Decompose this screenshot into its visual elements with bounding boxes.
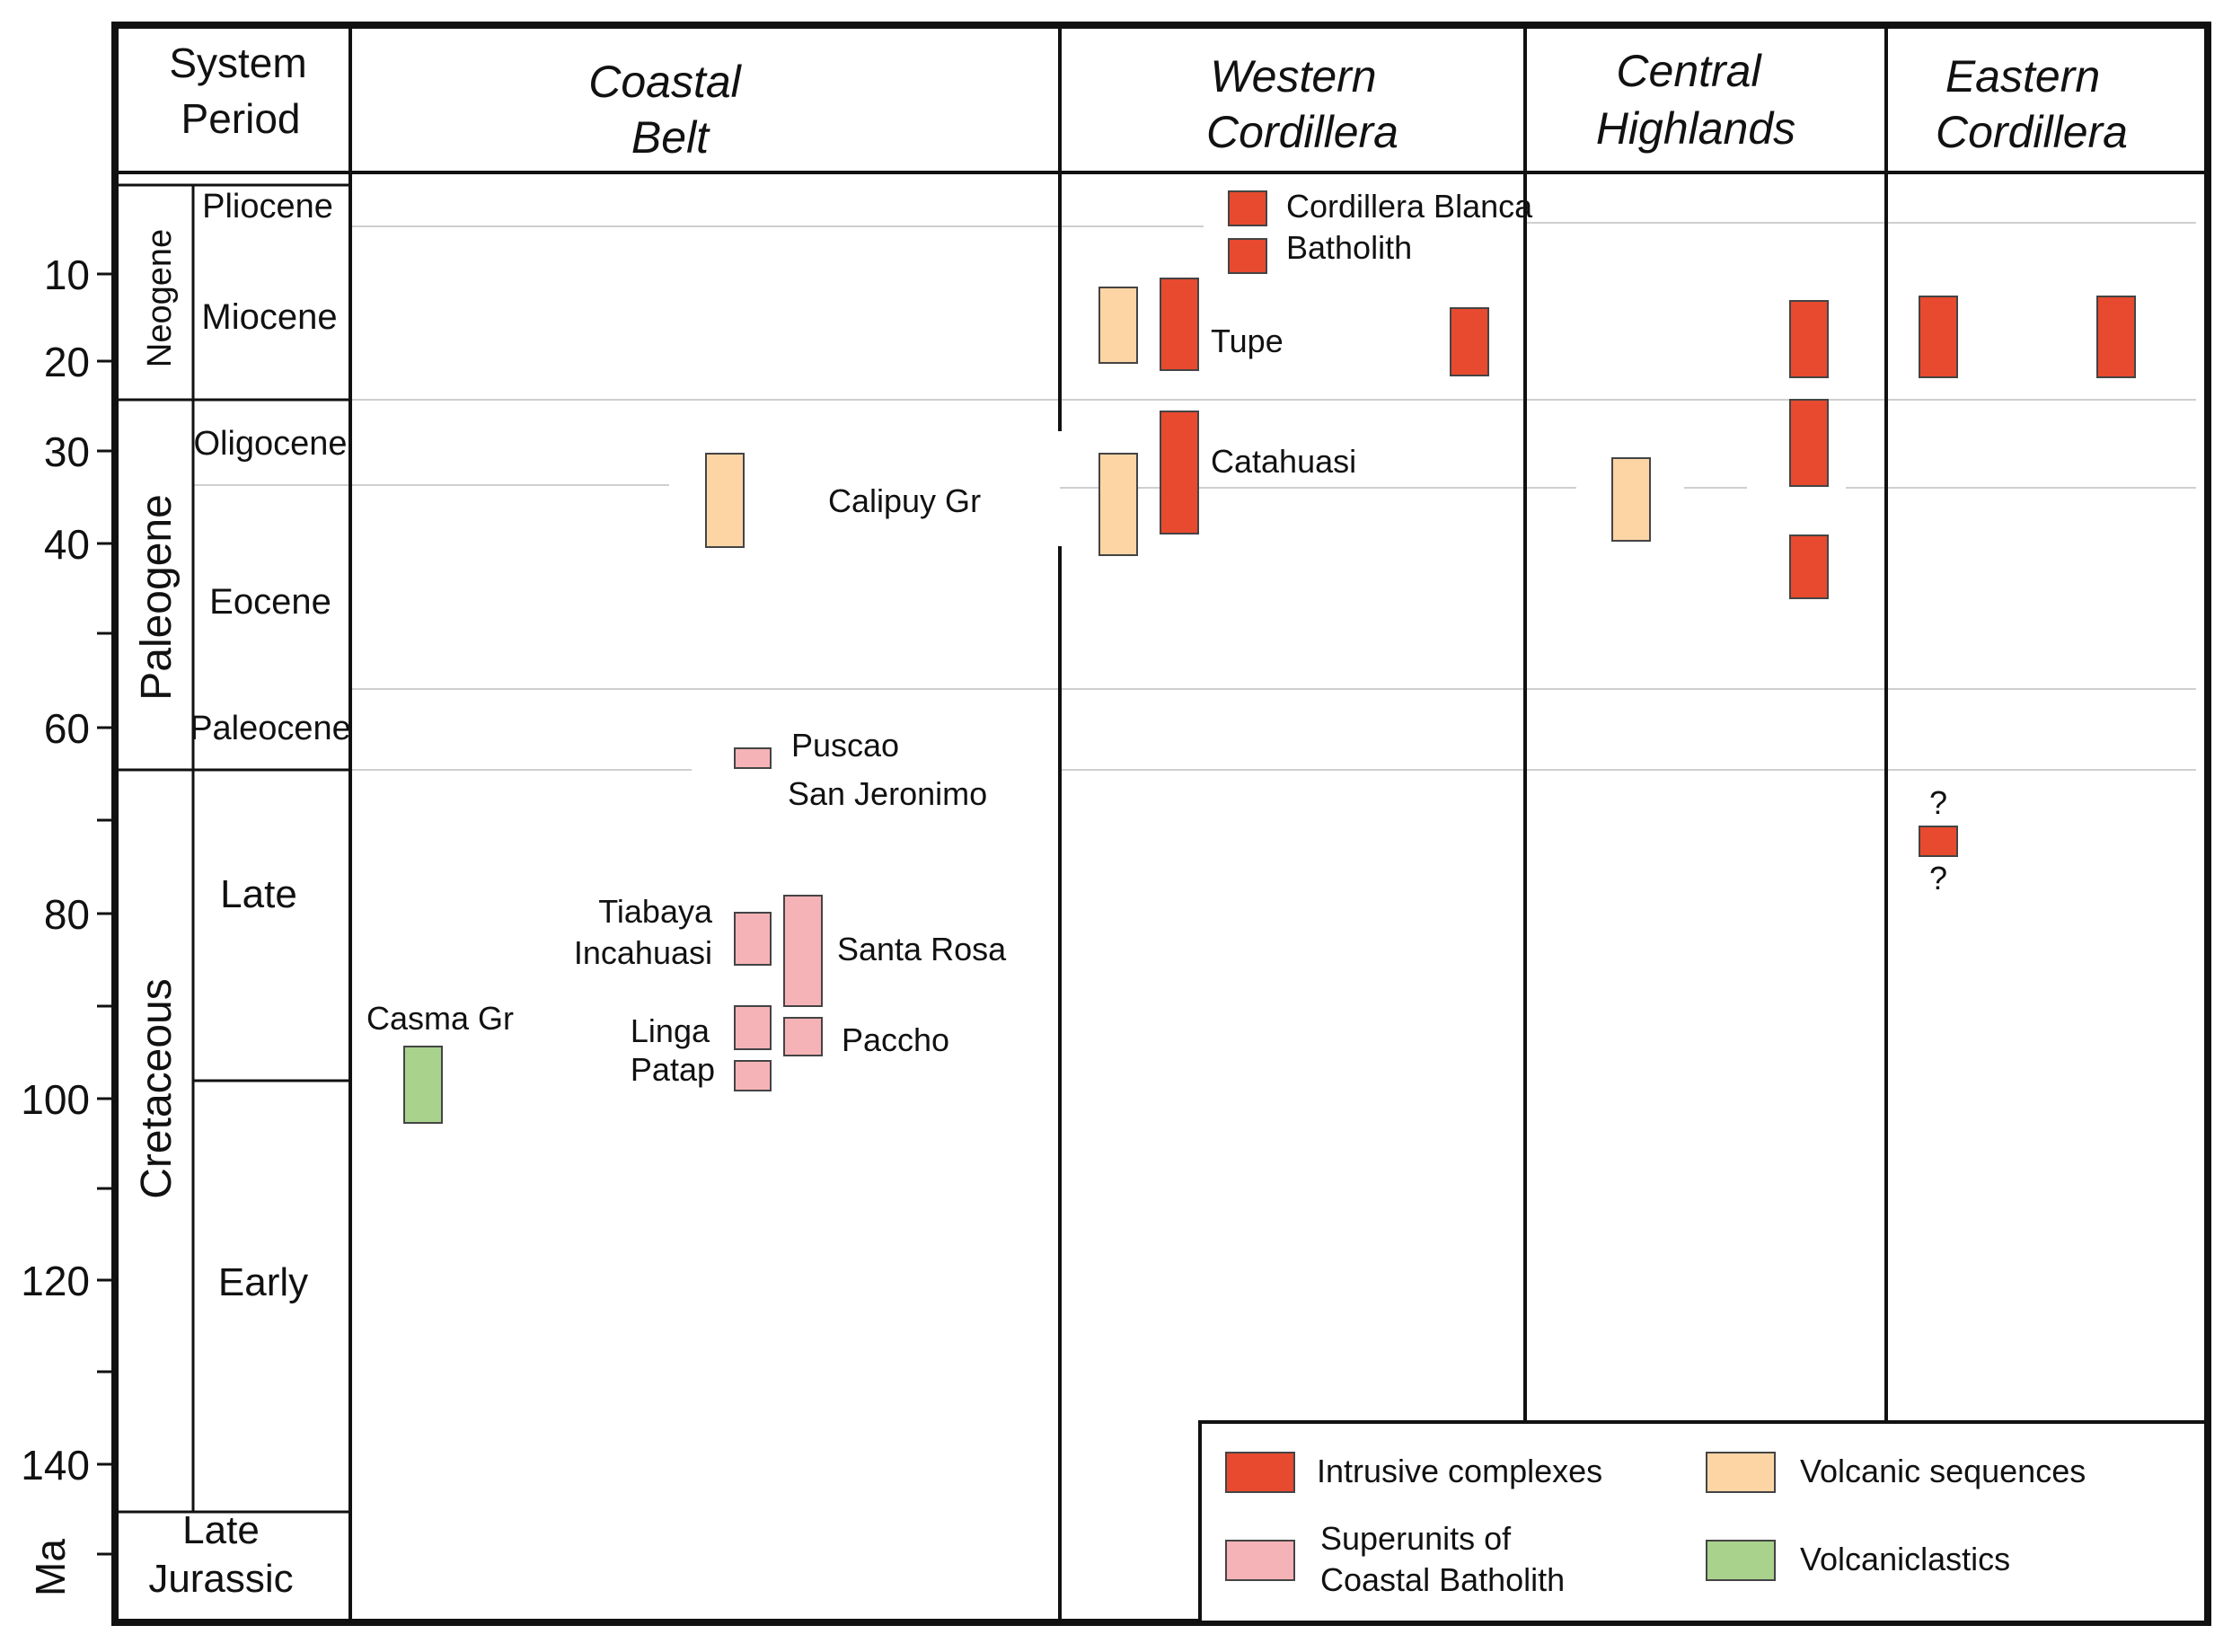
- label-san-jeronimo: San Jeronimo: [788, 775, 987, 812]
- bar-central-intrusive-1: [1789, 300, 1829, 378]
- axis-tick-labels: 10 20 30 40 60 80 100 120 140: [21, 252, 90, 1489]
- bar-patap: [734, 1060, 772, 1091]
- legend-label-superunits-line1: Superunits of: [1320, 1520, 1512, 1557]
- tick-label-40: 40: [44, 521, 90, 568]
- period-oligocene: Oligocene: [193, 425, 347, 463]
- legend-swatch-volcanic: [1706, 1452, 1776, 1493]
- label-question-bottom: ?: [1929, 860, 1947, 897]
- tick-label-10: 10: [44, 252, 90, 298]
- label-incahuasi: Incahuasi: [574, 934, 712, 971]
- bar-puscao: [734, 747, 772, 769]
- legend-label-superunits-line2: Coastal Batholith: [1320, 1561, 1565, 1598]
- label-casma: Casma Gr: [366, 1000, 514, 1037]
- system-late-jurassic-line2: Jurassic: [148, 1557, 293, 1601]
- label-tupe: Tupe: [1211, 322, 1284, 359]
- period-early: Early: [218, 1260, 308, 1304]
- tick-label-80: 80: [44, 891, 90, 938]
- period-miocene: Miocene: [201, 297, 337, 337]
- legend-swatch-volcaniclastics: [1706, 1540, 1776, 1581]
- axis-ticks: [97, 272, 115, 1556]
- bar-central-volcanic: [1611, 457, 1651, 542]
- tick-label-120: 120: [21, 1258, 90, 1304]
- bar-western-intrusive-3: [1450, 307, 1489, 376]
- outer-frame: [111, 22, 2211, 1626]
- period-labels: Pliocene Miocene Oligocene Eocene Paleoc…: [190, 188, 351, 1304]
- bar-cordillera-blanca-2: [1228, 238, 1267, 274]
- legend: Intrusive complexes Volcanic sequences S…: [1198, 1420, 2208, 1624]
- header-central-line1: Central: [1616, 46, 1762, 96]
- legend-swatch-superunits: [1225, 1540, 1295, 1581]
- system-paleogene: Paleogene: [133, 494, 181, 701]
- label-batholith: Batholith: [1286, 229, 1412, 266]
- label-linga: Linga: [631, 1012, 710, 1049]
- period-paleocene: Paleocene: [190, 710, 351, 747]
- label-paccho: Paccho: [842, 1021, 949, 1058]
- system-neogene: Neogene: [141, 229, 179, 367]
- header-row: System Period Coastal Belt Western Cordi…: [169, 40, 2128, 163]
- bar-linga: [734, 1005, 772, 1050]
- label-calipuy: Calipuy Gr: [828, 482, 981, 519]
- label-catahuasi: Catahuasi: [1211, 443, 1356, 480]
- legend-swatch-intrusive: [1225, 1452, 1295, 1493]
- header-system: System: [169, 40, 306, 86]
- system-cretaceous: Cretaceous: [133, 978, 181, 1198]
- label-santa-rosa: Santa Rosa: [837, 931, 1007, 967]
- bar-eastern-intrusive-1: [1919, 296, 1958, 378]
- legend-label-intrusive: Intrusive complexes: [1317, 1453, 1602, 1489]
- header-eastern-line2: Cordillera: [1936, 107, 2128, 157]
- header-coastal-line1: Coastal: [588, 57, 742, 107]
- bar-eastern-intrusive-2: [2096, 296, 2136, 378]
- bar-paccho: [783, 1017, 823, 1056]
- period-pliocene: Pliocene: [202, 188, 333, 225]
- tick-label-140: 140: [21, 1442, 90, 1489]
- legend-box: [1198, 1420, 2208, 1624]
- period-late: Late: [220, 872, 297, 916]
- bar-western-volcanic-2: [1098, 453, 1138, 556]
- bar-central-intrusive-3: [1789, 534, 1829, 599]
- label-cordillera-blanca: Cordillera Blanca: [1286, 188, 1533, 225]
- bar-casma: [403, 1046, 443, 1124]
- bar-western-volcanic-1: [1098, 287, 1138, 364]
- tick-label-20: 20: [44, 339, 90, 385]
- system-late-jurassic-line1: Late: [182, 1508, 260, 1552]
- header-eastern-line1: Eastern: [1945, 51, 2100, 102]
- label-puscao: Puscao: [791, 727, 899, 764]
- bar-eastern-intrusive-3: [1919, 826, 1958, 857]
- header-western-line2: Cordillera: [1206, 107, 1398, 157]
- legend-label-volcaniclastics: Volcaniclastics: [1800, 1541, 2010, 1577]
- header-central-line2: Highlands: [1596, 103, 1795, 154]
- header-period: Period: [181, 95, 301, 142]
- tick-label-60: 60: [44, 705, 90, 752]
- bar-tupe: [1160, 278, 1199, 371]
- label-question-top: ?: [1929, 784, 1947, 821]
- header-coastal-line2: Belt: [631, 112, 710, 163]
- period-eocene: Eocene: [209, 582, 331, 622]
- bar-tiabaya-incahuasi: [734, 912, 772, 966]
- label-tiabaya: Tiabaya: [598, 893, 713, 930]
- header-western-line1: Western: [1210, 51, 1376, 102]
- bar-santa-rosa: [783, 895, 823, 1007]
- bar-catahuasi: [1160, 411, 1199, 534]
- bar-central-intrusive-2: [1789, 399, 1829, 487]
- axis-unit-label: Ma: [27, 1539, 74, 1596]
- legend-label-volcanic: Volcanic sequences: [1800, 1453, 2086, 1489]
- tick-label-100: 100: [21, 1076, 90, 1123]
- bar-cordillera-blanca-1: [1228, 190, 1267, 226]
- label-patap: Patap: [631, 1051, 715, 1088]
- bar-calipuy: [705, 453, 745, 548]
- tick-label-30: 30: [44, 428, 90, 475]
